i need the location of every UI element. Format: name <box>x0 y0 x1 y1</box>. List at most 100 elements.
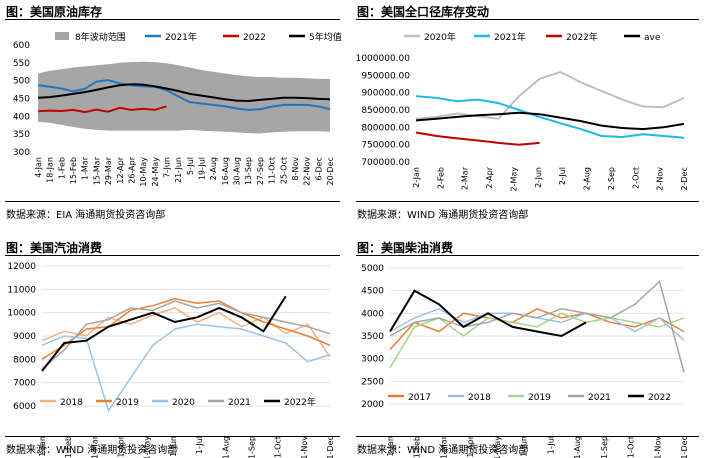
y-tick-label: 450 <box>13 95 30 105</box>
y-tick-label: 550 <box>13 59 30 69</box>
x-tick-label: 1-Jul <box>546 436 555 454</box>
y-tick-label: 9000 <box>13 332 36 342</box>
x-tick-label: 12-Apr <box>116 156 125 183</box>
y-tick-label: 1000000.00 <box>356 54 411 64</box>
x-tick-label: 1-Oct <box>627 436 636 458</box>
series-line <box>41 300 331 370</box>
y-tick-label: 2500 <box>361 377 384 387</box>
legend-label: 2022 <box>243 33 266 43</box>
y-tick-label: 8000 <box>13 355 36 365</box>
y-tick-label: 500 <box>13 77 30 87</box>
x-tick-label: 1-Mar <box>439 435 448 458</box>
x-tick-label: 1-Dec <box>326 436 335 458</box>
x-tick-label: 1-Jul <box>195 436 204 454</box>
x-tick-label: 29-Mar <box>104 156 113 185</box>
y-tick-label: 10000 <box>7 309 36 319</box>
legend-label: 2020 <box>172 398 195 408</box>
series-line <box>37 83 331 103</box>
x-tick-label: 2-Aug <box>209 157 218 180</box>
series-line <box>389 307 685 351</box>
x-tick-label: 4-Jan <box>34 157 43 178</box>
x-tick-label: 1-Nov <box>300 436 309 458</box>
x-tick-label: 7-Jun <box>162 157 171 178</box>
series-line <box>415 70 685 120</box>
series-line <box>389 312 685 369</box>
x-tick-label: 1-Aug <box>573 436 582 458</box>
legend-label: 2022年 <box>284 396 316 408</box>
x-tick-label: 2-Jan <box>412 167 421 188</box>
series-line <box>41 295 287 372</box>
x-tick-label: 1-Apr <box>466 435 475 457</box>
legend-label: 2017 <box>408 393 431 403</box>
x-tick-label: 26-Apr <box>127 156 136 183</box>
panel-title: 图：美国柴油消费 <box>357 241 454 255</box>
x-tick-label: 1-May <box>493 436 502 458</box>
x-tick-label: 1-Dec <box>680 436 689 458</box>
x-tick-label: 1-Jan <box>38 436 47 457</box>
legend-label: 5年均值 <box>309 31 342 43</box>
x-tick-label: 1-Nov <box>653 436 662 458</box>
x-tick-label: 1-Feb <box>64 436 73 458</box>
x-tick-label: 30-Aug <box>233 157 242 186</box>
y-tick-label: 350 <box>13 130 30 140</box>
x-tick-label: 2-May <box>509 167 518 192</box>
x-tick-label: 21-Jun <box>174 157 183 183</box>
crude-inventory-panel: 图：美国原油库存 300 350 400 450 500 550 600 4-Jan 18-Ja… <box>0 0 350 228</box>
x-tick-label: 15-Feb <box>69 157 78 184</box>
y-tick-label: 6000 <box>13 402 36 412</box>
data-source: 数据来源：EIA 海通期货投资咨询部 <box>6 210 166 221</box>
legend-label: 2022 <box>648 393 671 403</box>
divider <box>356 19 699 20</box>
series-line <box>415 131 540 146</box>
legend-label: 2021 <box>588 393 611 403</box>
gasoline-consumption-chart: 6000 7000 8000 9000 10000 11000 12000 1-Jan 1-Fe… <box>7 262 335 458</box>
y-tick-label: 5000 <box>361 264 384 274</box>
x-tick-label: 2-Jul <box>558 167 567 185</box>
divider <box>356 436 699 437</box>
y-tick-label: 3500 <box>361 332 384 342</box>
series-line <box>41 297 331 360</box>
x-tick-label: 11-Oct <box>268 157 277 184</box>
x-tick-label: 1-Feb <box>413 436 422 458</box>
x-tick-label: 22-Nov <box>303 157 312 186</box>
series-line <box>415 111 685 131</box>
legend-label: 2021年 <box>165 31 197 43</box>
y-tick-label: 7000 <box>13 379 36 389</box>
y-tick-label: 800000.00 <box>361 123 410 133</box>
data-source: 数据来源：WIND 海通期货投资咨询部 <box>357 210 529 221</box>
x-tick-label: 24-May <box>151 157 160 187</box>
panel-title: 图：美国原油库存 <box>6 5 103 19</box>
total-inventory-chart: 700000.00 750000.00 800000.00 850000.00 9000… <box>356 31 689 192</box>
x-tick-label: 2-Aug <box>583 167 592 190</box>
data-source: 数据来源：WIND 海通期货投资咨询部 <box>357 445 529 456</box>
total-inventory-panel: 图：美国全口径库存变动 700000.00 750000.00 800000.00 8… <box>354 0 709 228</box>
legend-label: 8年波动范围 <box>75 31 126 43</box>
y-tick-label: 4000 <box>361 309 384 319</box>
x-tick-label: 1-Aug <box>221 436 230 458</box>
x-tick-label: 10-May <box>139 157 148 187</box>
legend-swatch <box>55 32 69 40</box>
x-tick-label: 1-Oct <box>274 436 283 458</box>
x-tick-label: 27-Sep <box>256 157 265 185</box>
divider <box>5 436 340 437</box>
legend-label: 2022年 <box>566 31 598 43</box>
series-line <box>389 289 587 338</box>
x-tick-label: 2-Sep <box>607 167 616 190</box>
legend-label: 2020年 <box>424 31 456 43</box>
y-tick-label: 950000.00 <box>361 71 410 81</box>
x-tick-label: 2-Feb <box>436 167 445 189</box>
legend-label: 2018 <box>468 393 491 403</box>
x-tick-label: 5-Jul <box>186 157 195 175</box>
data-source: 数据来源：WIND 海通期货投资咨询部 <box>6 445 178 456</box>
series-line <box>389 280 685 373</box>
panel-title: 图：美国汽油消费 <box>6 241 103 255</box>
series-line <box>37 78 331 111</box>
legend-label: 2019 <box>116 398 139 408</box>
divider <box>5 19 340 20</box>
x-tick-label: 2-Nov <box>656 167 665 191</box>
gasoline-consumption-panel: 图：美国汽油消费 6000 7000 8000 9000 10000 11000 12000… <box>0 236 350 458</box>
x-tick-label: 18-Jan <box>46 157 55 183</box>
divider <box>5 255 340 256</box>
divider <box>5 201 340 202</box>
